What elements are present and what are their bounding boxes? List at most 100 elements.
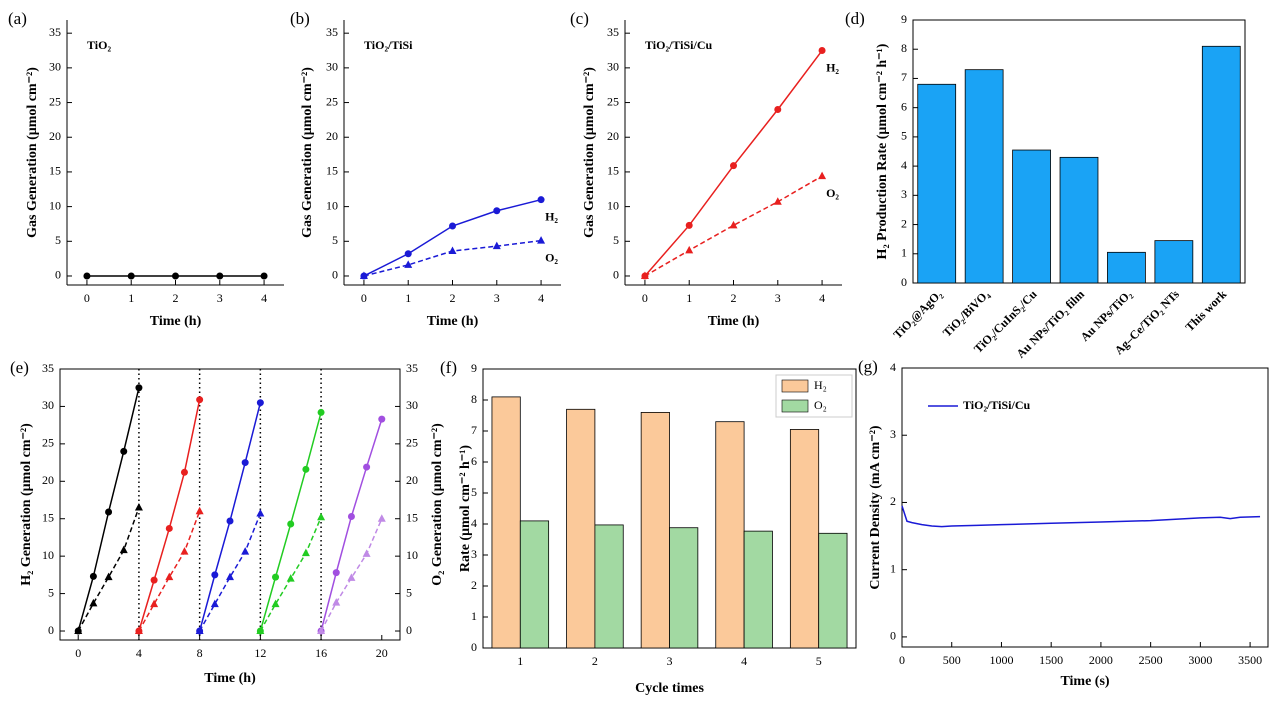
point [150, 599, 159, 608]
point [729, 220, 738, 229]
panel: (a) TiO₂ 0 5 10 15 20 25 30 35 0 1 2 3 4 Gas Generation… [8, 9, 284, 329]
point [492, 241, 501, 250]
series-label: H₂ [826, 60, 839, 74]
y2-tick-label: 25 [406, 436, 418, 450]
point [150, 576, 158, 584]
point [210, 599, 219, 608]
bar [669, 527, 699, 649]
point [180, 468, 188, 476]
x-tick-label: 2 [450, 291, 456, 305]
series-label: H₂ [545, 209, 558, 223]
x-tick-label: 4 [538, 291, 544, 305]
bar [789, 429, 820, 649]
bar [519, 520, 550, 649]
point [449, 222, 456, 230]
x-tick-label: 8 [197, 646, 203, 660]
x-tick-label: 2 [731, 291, 737, 305]
point [286, 574, 295, 582]
x-axis-label: Time (s) [1060, 674, 1109, 689]
point [317, 512, 326, 521]
point [363, 463, 371, 471]
x-tick-label: 3500 [1238, 653, 1262, 667]
y-tick-label: 35 [326, 25, 338, 39]
point [216, 272, 224, 280]
y-tick-label: 1 [890, 561, 896, 575]
y-tick-label: 5 [613, 233, 619, 247]
x-axis-label: Time (h) [204, 671, 256, 686]
y2-tick-label: 20 [406, 473, 418, 487]
point [165, 524, 173, 532]
y-tick-label: 0 [890, 629, 896, 643]
x-tick-label: 3 [494, 291, 500, 305]
y-tick-label: 2 [471, 578, 477, 592]
bar [1201, 45, 1241, 284]
plot-frame [901, 367, 1269, 648]
panel: (d) 0 1 2 3 4 5 6 7 8 9 H₂ Production Rate (μmol cm… [845, 9, 1246, 361]
plot-frame [59, 368, 401, 641]
y-tick-label: 25 [607, 94, 619, 108]
y-tick-label: 0 [48, 623, 54, 637]
point [378, 415, 386, 423]
point [287, 520, 295, 528]
y-tick-label: 20 [326, 129, 338, 143]
bar [964, 69, 1004, 284]
x-tick-label: 0 [84, 291, 90, 305]
point [226, 517, 234, 525]
x-tick-label: 1 [517, 654, 523, 668]
y-tick-label: 1 [471, 609, 477, 623]
series-label: O₂ [826, 186, 839, 200]
y-tick-label: 7 [471, 423, 477, 437]
y-tick-label: 25 [42, 436, 54, 450]
x-tick-label: 12 [254, 646, 266, 660]
legend-label: O₂ [814, 398, 827, 412]
point [332, 598, 341, 606]
panel: (b) TiO₂/TiSi 0 5 10 15 20 25 30 35 0 1 2 3 4 Gas Gener… [290, 9, 561, 329]
series-line [77, 507, 140, 632]
point [301, 548, 310, 557]
point [818, 171, 827, 180]
y-tick-label: 35 [607, 25, 619, 39]
bar [743, 530, 773, 649]
series-line [901, 505, 1261, 528]
y-tick-label: 15 [607, 164, 619, 178]
x-tick-label: 3 [775, 291, 781, 305]
y-tick-label: 15 [42, 510, 54, 524]
y-tick-label: 4 [890, 360, 896, 374]
x-tick-label: 1500 [1039, 653, 1063, 667]
panel: (f) 0 1 2 3 4 5 6 7 8 9 Rate (μmol cm⁻² h⁻¹) Cycle t… [440, 358, 857, 696]
point [89, 572, 97, 580]
x-tick-label: 1000 [989, 653, 1013, 667]
point [241, 547, 250, 555]
point [119, 545, 128, 554]
annotation: TiO₂/TiSi/Cu [645, 38, 713, 52]
point [773, 197, 782, 205]
y-tick-label: 4 [901, 158, 907, 172]
point [256, 399, 264, 407]
bar [491, 396, 521, 649]
y2-tick-label: 30 [406, 398, 418, 412]
point [105, 508, 113, 516]
point [404, 260, 413, 268]
y-tick-label: 4 [471, 516, 477, 530]
panel-label: (c) [570, 9, 589, 28]
series-line [138, 510, 201, 632]
y-tick-label: 0 [332, 268, 338, 282]
bar [917, 83, 957, 284]
x-tick-label: 0 [899, 653, 905, 667]
x-tick-label: 4 [741, 654, 747, 668]
point [493, 207, 501, 215]
y-axis-label: Rate (μmol cm⁻² h⁻¹) [458, 445, 473, 572]
y-tick-label: 20 [607, 129, 619, 143]
y-tick-label: 6 [471, 454, 477, 468]
point [685, 245, 694, 254]
y2-tick-label: 5 [406, 585, 412, 599]
point [172, 272, 179, 280]
series-line [320, 418, 383, 632]
x-tick-label: 3 [667, 654, 673, 668]
x-tick-label: 1 [405, 291, 411, 305]
y-tick-label: 5 [332, 233, 338, 247]
y2-tick-label: 35 [406, 361, 418, 375]
y-tick-label: 5 [901, 129, 907, 143]
y2-tick-label: 15 [406, 510, 418, 524]
y-tick-label: 20 [42, 473, 54, 487]
